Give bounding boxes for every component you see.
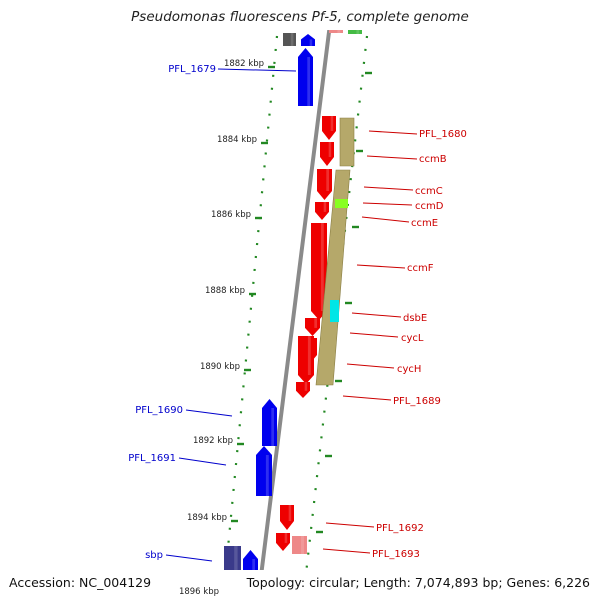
gene-label-ccmc: ccmC: [415, 186, 443, 197]
gene-label-sbp: sbp: [145, 550, 163, 561]
gene-sbp-neighbor-highlight: [252, 559, 255, 570]
gene-label-leader: [165, 554, 213, 562]
scale-tick-label: 1882 kbp: [224, 59, 264, 69]
accession-text: Accession: NC_004129: [9, 575, 152, 590]
gene-pfl-1679: [298, 48, 313, 106]
feature-cyan: [330, 300, 339, 322]
scale-tick-label: 1896 kbp: [179, 587, 219, 597]
gene-label-leader: [361, 216, 410, 223]
gene-label-leader: [368, 130, 418, 135]
gene-partial-green-top-highlight: [356, 30, 360, 34]
gene-sbp-neighbor: [243, 550, 258, 570]
gene-label-pfl-1690: PFL_1690: [135, 405, 183, 416]
gene-label-leader: [346, 363, 395, 369]
gene-label-leader: [322, 548, 371, 554]
feature-green: [335, 199, 348, 208]
operon-band-lower: [315, 169, 351, 386]
gene-label-pfl-1692: PFL_1692: [376, 523, 424, 534]
gene-ccmd: [315, 202, 329, 220]
genome-summary-text: Topology: circular; Length: 7,074,893 bp…: [246, 575, 590, 590]
gene-label-leader: [363, 186, 414, 191]
gene-label-pfl-1689: PFL_1689: [393, 396, 441, 407]
map-title: Pseudomonas fluorescens Pf-5, complete g…: [131, 9, 469, 25]
gene-pfl-1690: [262, 399, 277, 446]
gene-pfl-1680: [322, 116, 336, 140]
gene-bottom-lavender: [238, 592, 250, 600]
gene-cych: [298, 336, 314, 384]
gene-gray: [283, 33, 296, 46]
gene-sbp-highlight: [234, 546, 238, 570]
genome-backbone: [259, 30, 332, 570]
gene-label-leader: [366, 155, 418, 160]
gene-pfl-1693: [292, 536, 307, 554]
gene-label-leader: [185, 409, 233, 417]
gene-dsbe-highlight: [314, 318, 317, 328]
gene-pfl-1689: [296, 382, 310, 398]
gene-pfl-1691: [256, 446, 272, 496]
scale-tick-label: 1884 kbp: [217, 135, 257, 145]
gene-pfl-1693-highlight: [301, 536, 304, 554]
gene-partial-green-top: [348, 30, 362, 34]
gene-label-leader: [356, 264, 406, 269]
gene-pfl-1692b: [276, 533, 290, 551]
gene-label-layer: 1882 kbp 1884 kbp 1886 kbp 1888 kbp 1890 kbp…: [128, 59, 467, 597]
scale-tick-label: 1894 kbp: [187, 513, 227, 523]
gene-ccmb: [320, 142, 334, 166]
gene-pfl-1692b-highlight: [284, 533, 288, 543]
gene-label-leader: [349, 332, 399, 338]
gene-gray-highlight: [290, 33, 294, 46]
operon-band-upper: [339, 117, 355, 167]
gene-ccmf-highlight: [320, 223, 324, 311]
gene-bottom-navy-highlight: [229, 588, 232, 600]
gene-pfl-1690-highlight: [271, 408, 274, 446]
gene-pfl-1692-highlight: [288, 505, 292, 521]
gene-ccmd-highlight: [323, 202, 327, 212]
gene-ccmc-highlight: [326, 169, 329, 191]
gene-label-cych: cycH: [397, 364, 421, 375]
gene-partial-top: [329, 30, 343, 33]
gene-pfl-1691-highlight: [265, 455, 269, 496]
gene-label-pfl-1693: PFL_1693: [372, 549, 420, 560]
gene-pfl-1680-highlight: [330, 116, 334, 131]
gene-pfl-1692: [280, 505, 294, 530]
gene-bottom-navy: [221, 588, 235, 600]
gene-pfl-1679-highlight: [307, 57, 310, 106]
gene-partial-top-highlight: [337, 30, 341, 33]
genome-map-layer: [221, 30, 372, 600]
gene-label-leader: [362, 202, 413, 206]
gene-label-ccme: ccmE: [411, 218, 438, 229]
gene-ccmb-highlight: [328, 142, 332, 157]
gene-label-cycl: cycL: [401, 333, 424, 344]
gene-ccmf: [311, 223, 327, 320]
gene-label-leader: [178, 457, 227, 466]
gene-ccmc: [317, 169, 332, 200]
gene-label-ccmd: ccmD: [415, 201, 444, 212]
gene-label-leader: [342, 395, 392, 401]
gene-label-pfl-1691: PFL_1691: [128, 453, 176, 464]
gene-reverse-small-highlight: [309, 39, 313, 46]
gene-label-leader: [325, 522, 375, 528]
gene-label-pfl-1680: PFL_1680: [419, 129, 467, 140]
gene-dsbe: [305, 318, 320, 336]
gene-label-leader: [351, 312, 402, 318]
gene-label-pfl-1679: PFL_1679: [168, 64, 216, 75]
gene-bottom-lavender-highlight: [245, 592, 247, 600]
scale-tick-label: 1890 kbp: [200, 362, 240, 372]
gene-pfl-1689-highlight: [304, 382, 308, 391]
scale-tick-label: 1888 kbp: [205, 286, 245, 296]
gene-cych-highlight: [307, 336, 311, 375]
gene-label-leader: [217, 68, 297, 72]
gene-label-dsbe: dsbE: [403, 313, 427, 324]
gene-label-ccmb: ccmB: [419, 154, 447, 165]
scale-tick-label: 1892 kbp: [193, 436, 233, 446]
gene-label-ccmf: ccmF: [407, 263, 434, 274]
scale-tick-label: 1886 kbp: [211, 210, 251, 220]
gene-reverse-small: [301, 34, 315, 46]
gene-sbp: [224, 546, 241, 570]
